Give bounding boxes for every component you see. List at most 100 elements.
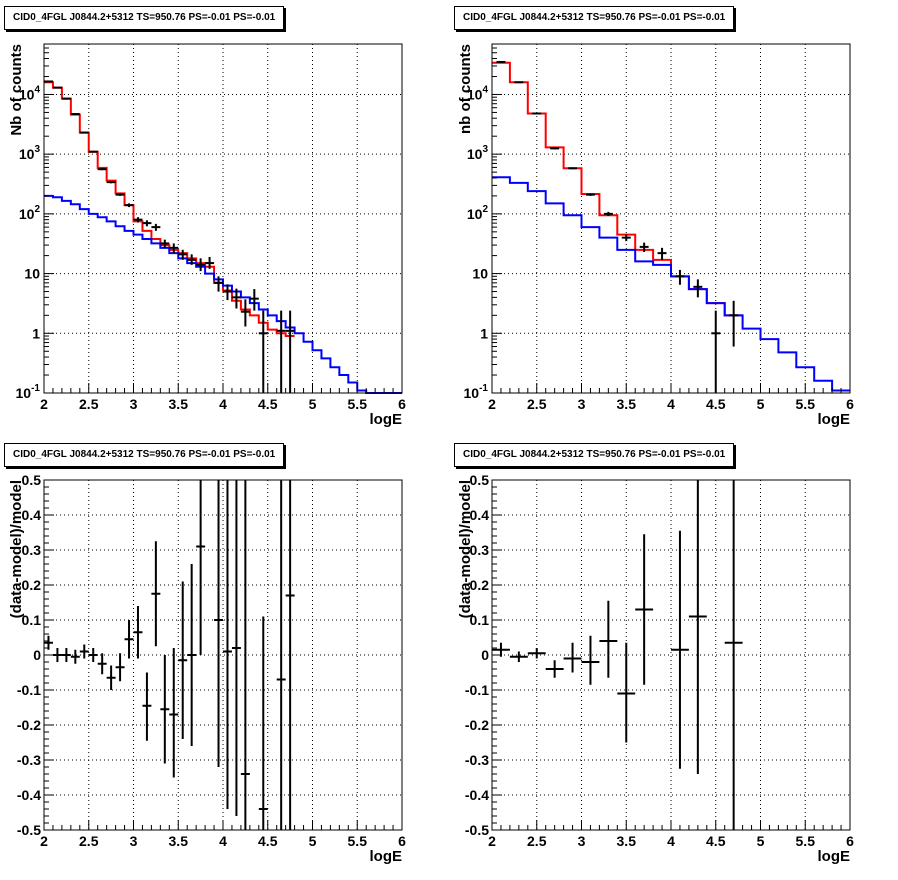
data-point — [124, 620, 134, 659]
data-point — [79, 131, 89, 134]
series-1-step-line — [492, 176, 850, 392]
x-tick-label: 6 — [846, 833, 854, 849]
x-tick-label: 3.5 — [617, 833, 637, 849]
data-point — [249, 289, 259, 311]
data-point — [621, 234, 631, 242]
data-point — [258, 616, 268, 830]
x-tick-label: 4 — [219, 833, 227, 849]
x-axis-title: logE — [818, 411, 851, 428]
data-point — [142, 672, 152, 741]
y-tick-label: 0 — [33, 647, 41, 663]
data-point — [115, 193, 125, 196]
data-point — [240, 299, 250, 327]
data-point — [44, 635, 53, 650]
data-point — [492, 642, 510, 657]
data-point — [88, 648, 98, 662]
data-point — [124, 203, 134, 208]
y-tick-label: -0.5 — [465, 822, 489, 838]
y-tick-label: 104 — [19, 84, 41, 102]
data-point — [617, 642, 636, 743]
y-tick-label: 1 — [480, 325, 488, 341]
x-tick-label: 2 — [40, 833, 48, 849]
data-point — [496, 60, 506, 63]
counts-plot-right: 2 2.5 3 3.5 4 4.5 5 5.5 6 10-1 1 10 102 103 104 logE nb … — [457, 43, 854, 428]
data-point — [563, 642, 582, 673]
data-point — [240, 480, 250, 830]
data-point — [133, 606, 143, 659]
data-point — [160, 239, 170, 248]
y-axis-title: (data-model)/model — [8, 480, 25, 618]
data-point — [509, 651, 528, 662]
series-1-step-line — [44, 194, 402, 394]
data-point — [585, 193, 595, 196]
data-point — [581, 635, 600, 685]
data-point — [671, 530, 689, 769]
plot-title: CID0_4FGL J0844.2+5312 TS=950.76 PS=-0.0… — [454, 6, 735, 30]
data-point — [532, 112, 542, 115]
data-point — [693, 279, 703, 298]
y-tick-label: -0.4 — [465, 787, 489, 803]
y-tick-label: 0 — [481, 647, 489, 663]
data-point — [106, 665, 116, 690]
data-point — [97, 168, 107, 171]
data-point — [657, 247, 667, 260]
data-point — [106, 181, 116, 184]
x-tick-label: 5.5 — [796, 396, 816, 412]
x-tick-label: 5 — [309, 396, 317, 412]
x-tick-label: 5 — [757, 396, 765, 412]
x-tick-label: 3.5 — [169, 833, 189, 849]
x-tick-label: 3.5 — [617, 396, 637, 412]
y-tick-label: -0.3 — [465, 752, 489, 768]
y-tick-label: 0.3 — [22, 542, 42, 558]
x-tick-label: 4 — [219, 396, 227, 412]
x-tick-label: 2.5 — [527, 833, 547, 849]
data-point — [276, 480, 286, 830]
data-point — [599, 600, 618, 678]
data-point — [187, 564, 197, 746]
counts-plot-left: 2 2.5 3 3.5 4 4.5 5 5.5 6 10-1 1 10 102 103 104 logE Nb … — [8, 43, 406, 428]
y-tick-label: 102 — [19, 204, 41, 222]
data-point — [675, 269, 685, 285]
data-point — [231, 288, 241, 309]
x-tick-label: 2.5 — [79, 833, 99, 849]
x-axis-title: logE — [370, 848, 403, 865]
x-tick-label: 6 — [846, 396, 854, 412]
counts-panel-right: 2 2.5 3 3.5 4 4.5 5 5.5 6 10-1 1 10 102 103 104 logE nb … — [449, 0, 898, 437]
y-tick-label: 0.3 — [470, 542, 490, 558]
data-point — [527, 648, 546, 659]
data-point — [205, 256, 215, 269]
data-point — [52, 648, 62, 662]
data-point — [44, 80, 53, 83]
data-point — [70, 649, 80, 664]
y-tick-label: -0.5 — [17, 822, 41, 838]
data-point — [285, 310, 295, 393]
data-point — [214, 480, 223, 767]
residuals-panel-left: 2 2.5 3 3.5 4 4.5 5 5.5 6 -0.5 -0.4 -0.3 -0.2 -0.1 0 0.… — [0, 437, 449, 875]
y-axis-title: (data-model)/model — [457, 480, 474, 618]
data-point — [151, 223, 161, 231]
x-tick-label: 2 — [488, 396, 496, 412]
y-tick-label: -0.1 — [465, 682, 489, 698]
data-point — [133, 217, 143, 223]
y-tick-label: 10-1 — [464, 383, 489, 401]
data-point — [603, 211, 613, 217]
y-axis-title: nb of counts — [457, 44, 474, 134]
x-tick-label: 5.5 — [348, 833, 368, 849]
data-point — [724, 480, 743, 830]
data-point — [729, 300, 739, 347]
y-tick-label: 103 — [467, 144, 489, 162]
residuals-plot-right: 2 2.5 3 3.5 4 4.5 5 5.5 6 -0.5 -0.4 -0.3 -0.2 -0.1 0 0.… — [457, 472, 854, 865]
data-point — [639, 242, 649, 252]
y-tick-label: 0.4 — [470, 507, 490, 523]
data-point — [52, 86, 62, 89]
counts-panel-left: 2 2.5 3 3.5 4 4.5 5 5.5 6 10-1 1 10 102 103 104 logE Nb … — [0, 0, 449, 437]
data-point — [688, 480, 707, 774]
data-point — [115, 653, 125, 682]
x-tick-label: 4.5 — [706, 833, 726, 849]
data-point — [635, 534, 654, 685]
y-tick-label: 10 — [472, 266, 488, 282]
x-tick-label: 3.5 — [169, 396, 189, 412]
data-point — [169, 243, 179, 254]
x-tick-label: 5 — [757, 833, 765, 849]
series-0-step-line — [492, 61, 743, 317]
